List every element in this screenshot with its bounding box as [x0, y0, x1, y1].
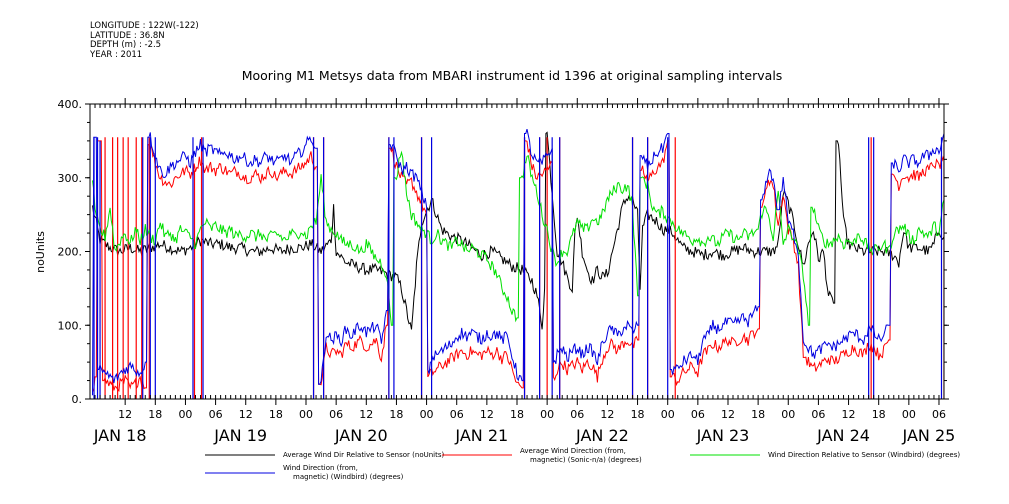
y-axis: 0. 100. 200. 300. 400.: [58, 98, 949, 406]
x-day-label: JAN 20: [334, 426, 388, 445]
series-line: [92, 150, 944, 326]
series-line: [92, 128, 944, 396]
x-axis: 12 18 00 06 12 18 00 06 12 18 00 06 12 18 00 06 12 18 00 06…: [89, 98, 956, 445]
y-tick-label: 400.: [58, 98, 83, 111]
x-hour-label: 00: [178, 408, 192, 421]
depth-text: DEPTH (m) : -2.5: [90, 40, 162, 50]
x-hour-label: 00: [661, 408, 675, 421]
y-tick-label: 100.: [58, 319, 83, 332]
year-text: YEAR : 2011: [90, 49, 143, 60]
x-hour-label: 12: [480, 408, 494, 421]
x-hour-label: 18: [631, 408, 645, 421]
x-day-label: JAN 19: [213, 426, 267, 445]
x-hour-label: 06: [691, 408, 705, 421]
x-hour-label: 12: [118, 408, 132, 421]
x-hour-label: 18: [872, 408, 886, 421]
x-day-label: JAN 22: [575, 426, 629, 445]
x-hour-label: 00: [540, 408, 554, 421]
x-hour-label: 06: [570, 408, 584, 421]
legend-entry: Average Wind Dir Relative to Sensor (noU…: [283, 451, 444, 459]
station-metadata: LONGITUDE : 122W(-122) LATITUDE : 36.8N …: [90, 21, 199, 60]
x-hour-label: 06: [932, 408, 946, 421]
x-hour-label: 00: [299, 408, 313, 421]
plot-frame: [89, 103, 945, 400]
latitude-text: LATITUDE : 36.8N: [90, 30, 165, 41]
legend-entry: Wind Direction (from, magnetic) (Windbird…: [283, 464, 404, 481]
x-hour-label: 06: [450, 408, 464, 421]
longitude-text: LONGITUDE : 122W(-122): [90, 21, 199, 31]
x-day-label: JAN 21: [454, 426, 508, 445]
y-tick-label: 200.: [58, 246, 83, 259]
series-layer: [92, 128, 944, 399]
x-hour-label: 06: [329, 408, 343, 421]
x-hour-label: 12: [600, 408, 614, 421]
x-day-label: JAN 25: [902, 426, 956, 445]
x-hour-label: 18: [389, 408, 403, 421]
x-day-label: JAN 18: [93, 426, 147, 445]
x-hour-label: 00: [781, 408, 795, 421]
x-day-label: JAN 23: [696, 426, 750, 445]
x-hour-label: 18: [751, 408, 765, 421]
x-hour-label: 18: [269, 408, 283, 421]
x-day-label: JAN 24: [816, 426, 870, 445]
x-hour-label: 00: [420, 408, 434, 421]
x-hour-label: 06: [811, 408, 825, 421]
legend-entry: Wind Direction Relative to Sensor (Windb…: [768, 451, 960, 459]
x-hour-label: 12: [359, 408, 373, 421]
legend-entry: Average Wind Direction (from, magnetic) (…: [520, 447, 642, 464]
chart-title: Mooring M1 Metsys data from MBARI instru…: [242, 68, 783, 83]
x-hour-label: 18: [510, 408, 524, 421]
x-hour-label: 00: [902, 408, 916, 421]
y-tick-label: 0.: [72, 393, 83, 406]
x-hour-label: 06: [209, 408, 223, 421]
legend: Average Wind Dir Relative to Sensor (noU…: [205, 447, 960, 481]
x-hour-label: 12: [239, 408, 253, 421]
y-tick-label: 300.: [58, 172, 83, 185]
y-axis-label: noUnits: [34, 231, 47, 273]
x-hour-label: 12: [721, 408, 735, 421]
x-hour-label: 12: [842, 408, 856, 421]
x-hour-label: 18: [148, 408, 162, 421]
